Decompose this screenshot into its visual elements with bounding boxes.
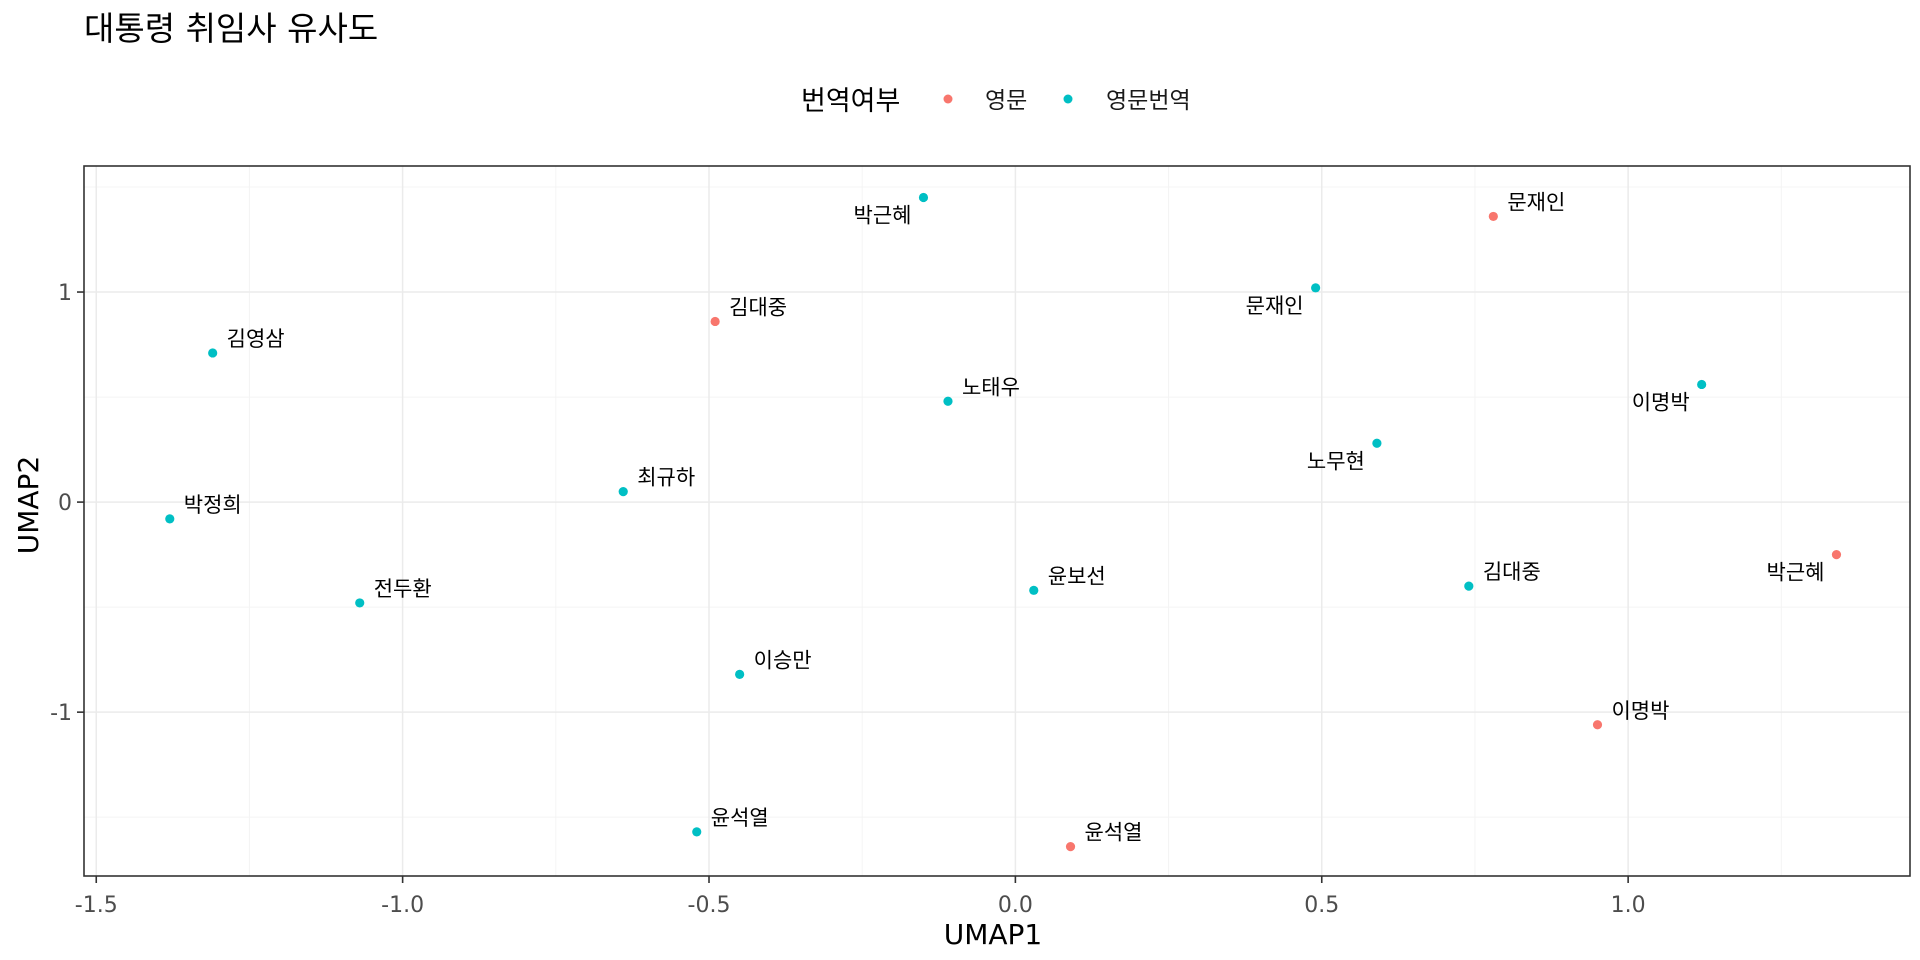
point-윤보선 xyxy=(1029,585,1039,595)
y-tick-label: 0 xyxy=(58,491,72,516)
point-label-김대중: 김대중 xyxy=(1483,560,1541,584)
point-노태우 xyxy=(943,396,953,406)
legend-key-영문 xyxy=(943,94,953,104)
point-label-문재인: 문재인 xyxy=(1507,190,1565,214)
point-윤석열 xyxy=(692,827,702,837)
grid xyxy=(84,166,1910,876)
point-문재인 xyxy=(1488,211,1498,222)
point-윤석열 xyxy=(1065,841,1076,852)
x-tick-label: -1.0 xyxy=(381,893,424,918)
legend-key-영문번역 xyxy=(1063,94,1073,104)
point-label-윤석열: 윤석열 xyxy=(1085,821,1143,845)
y-tick-label: 1 xyxy=(58,281,72,306)
point-label-노무현: 노무현 xyxy=(1307,449,1365,473)
x-tick-label: 0.5 xyxy=(1304,893,1339,918)
point-전두환 xyxy=(355,598,365,608)
legend: 번역여부 영문 영문번역 xyxy=(801,86,1191,117)
x-tick-label: -1.5 xyxy=(75,893,118,918)
point-이승만 xyxy=(735,669,745,679)
point-label-윤석열: 윤석열 xyxy=(711,806,769,830)
point-label-김대중: 김대중 xyxy=(729,295,787,319)
x-axis-title: UMAP1 xyxy=(944,918,1043,951)
y-tick-label: -1 xyxy=(50,701,72,726)
data-labels: 문재인김대중박근혜이명박윤석열박근혜문재인김영삼노태우이명박노무현최규하박정희김… xyxy=(184,190,1825,844)
point-label-이명박: 이명박 xyxy=(1611,699,1669,723)
point-이명박 xyxy=(1592,720,1603,730)
x-tick-label: 1.0 xyxy=(1611,893,1646,918)
point-박근혜 xyxy=(918,192,929,203)
legend-title: 번역여부 xyxy=(801,86,900,117)
point-최규하 xyxy=(618,486,628,497)
legend-label-영문: 영문 xyxy=(985,88,1027,114)
point-김대중 xyxy=(1464,581,1474,591)
point-label-전두환: 전두환 xyxy=(374,577,432,601)
point-박근혜 xyxy=(1831,550,1842,560)
point-label-노태우: 노태우 xyxy=(962,375,1020,399)
point-label-이승만: 이승만 xyxy=(754,648,812,672)
point-label-박근혜: 박근혜 xyxy=(854,204,912,228)
x-tick-label: -0.5 xyxy=(688,893,731,918)
point-문재인 xyxy=(1311,283,1321,293)
y-axis: -1 0 1 xyxy=(50,281,84,726)
point-label-윤보선: 윤보선 xyxy=(1048,564,1106,588)
point-label-박정희: 박정희 xyxy=(184,493,242,517)
point-김영삼 xyxy=(208,348,218,358)
point-label-박근혜: 박근혜 xyxy=(1767,561,1825,585)
data-points xyxy=(165,192,1842,852)
y-axis-title: UMAP2 xyxy=(12,456,45,555)
point-노무현 xyxy=(1372,438,1382,448)
point-label-김영삼: 김영삼 xyxy=(227,327,285,351)
x-tick-label: 0.0 xyxy=(998,893,1033,918)
plot-panel xyxy=(83,165,1911,877)
point-label-문재인: 문재인 xyxy=(1246,294,1304,318)
point-박정희 xyxy=(165,514,175,524)
chart-title: 대통령 취임사 유사도 xyxy=(84,9,378,48)
x-axis: -1.5 -1.0 -0.5 0.0 0.5 1.0 xyxy=(75,876,1646,918)
point-김대중 xyxy=(710,316,720,327)
point-이명박 xyxy=(1697,379,1707,390)
point-label-최규하: 최규하 xyxy=(637,466,695,490)
legend-label-영문번역: 영문번역 xyxy=(1106,88,1191,114)
point-label-이명박: 이명박 xyxy=(1632,390,1690,414)
